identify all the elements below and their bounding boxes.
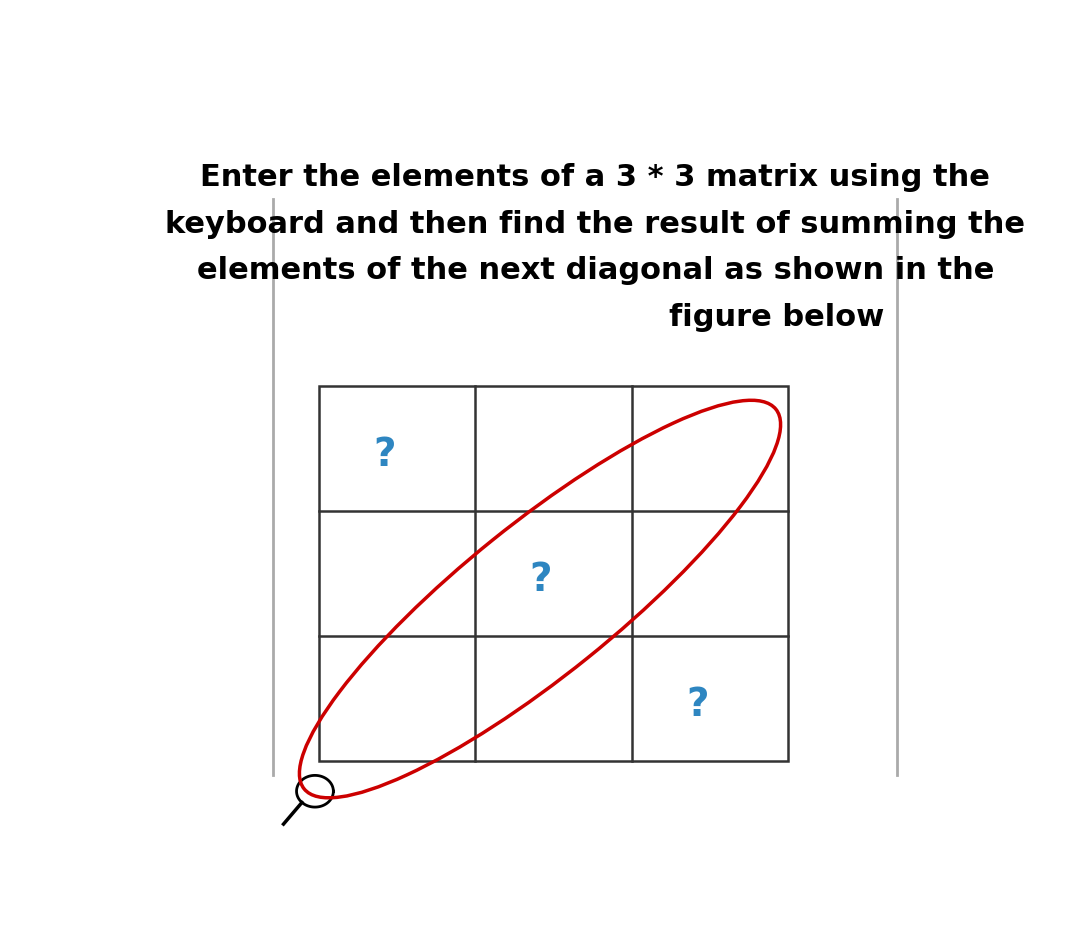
Text: keyboard and then find the result of summing the: keyboard and then find the result of sum… — [165, 210, 1025, 239]
Text: ?: ? — [374, 436, 396, 474]
Text: elements of the next diagonal as shown in the: elements of the next diagonal as shown i… — [197, 256, 994, 285]
Text: ?: ? — [530, 561, 552, 599]
Text: ?: ? — [686, 686, 708, 724]
Bar — [320, 387, 788, 761]
Text: Enter the elements of a 3 * 3 matrix using the: Enter the elements of a 3 * 3 matrix usi… — [201, 163, 990, 192]
Text: figure below: figure below — [669, 303, 885, 332]
